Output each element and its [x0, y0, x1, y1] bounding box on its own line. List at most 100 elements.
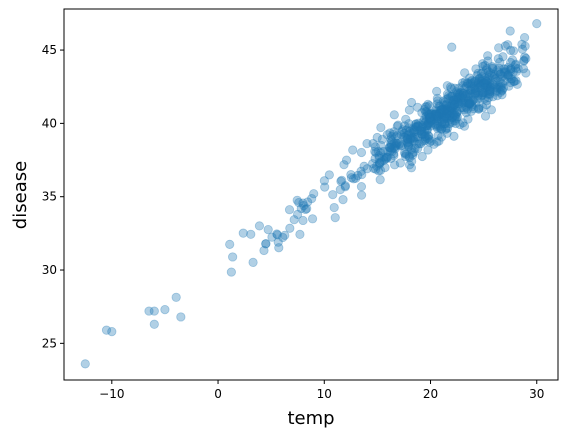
scatter-point — [424, 113, 435, 123]
scatter-point — [435, 107, 446, 118]
scatter-point — [376, 156, 386, 167]
scatter-point — [471, 64, 481, 74]
scatter-point — [384, 142, 395, 152]
scatter-point — [442, 89, 453, 99]
scatter-point — [500, 76, 510, 86]
scatter-point — [399, 132, 409, 142]
scatter-point — [399, 148, 410, 158]
scatter-point — [476, 91, 487, 101]
scatter-point — [475, 82, 485, 92]
scatter-point — [467, 95, 478, 106]
scatter-point — [457, 97, 467, 107]
scatter-point — [399, 128, 409, 138]
scatter-point — [438, 110, 448, 120]
scatter-point — [506, 57, 516, 68]
scatter-point — [482, 96, 492, 106]
scatter-point — [473, 88, 483, 98]
scatter-point — [475, 79, 485, 90]
scatter-point — [438, 96, 448, 106]
scatter-point — [392, 131, 402, 141]
scatter-point — [510, 63, 521, 73]
scatter-point — [465, 85, 475, 95]
scatter-point — [455, 119, 465, 130]
scatter-point — [171, 292, 181, 302]
scatter-point — [519, 55, 529, 66]
scatter-point — [466, 106, 476, 116]
scatter-point — [338, 195, 348, 205]
scatter-point — [483, 51, 493, 61]
scatter-point — [404, 153, 415, 163]
scatter-point — [362, 138, 372, 149]
scatter-point — [465, 79, 476, 89]
scatter-point — [507, 74, 517, 84]
scatter-point — [417, 120, 428, 131]
scatter-point — [434, 109, 444, 119]
scatter-point — [450, 103, 460, 113]
scatter-point — [459, 89, 469, 99]
scatter-point — [442, 104, 452, 114]
scatter-point — [454, 83, 464, 93]
scatter-point — [436, 105, 446, 115]
scatter-point — [479, 78, 489, 88]
scatter-point — [485, 86, 495, 96]
scatter-point — [470, 89, 480, 99]
scatter-point — [494, 43, 504, 53]
scatter-point — [300, 204, 311, 215]
scatter-point — [423, 119, 433, 129]
scatter-point — [442, 104, 452, 114]
scatter-point — [408, 133, 419, 144]
scatter-point — [519, 56, 529, 66]
scatter-point — [289, 215, 299, 225]
scatter-point — [370, 142, 380, 152]
scatter-point — [402, 134, 412, 144]
scatter-point — [417, 123, 427, 133]
scatter-point — [462, 104, 473, 114]
scatter-point — [340, 182, 350, 192]
scatter-point — [428, 109, 438, 119]
scatter-point — [299, 201, 309, 211]
scatter-point — [463, 79, 473, 89]
scatter-point — [504, 81, 514, 91]
scatter-point — [495, 69, 506, 79]
scatter-point — [423, 121, 433, 131]
scatter-point — [413, 121, 423, 131]
scatter-point — [357, 169, 367, 180]
scatter-point — [404, 160, 415, 170]
scatter-point — [320, 182, 330, 192]
scatter-point — [465, 73, 475, 83]
scatter-point — [176, 312, 186, 322]
scatter-point — [452, 107, 462, 117]
scatter-point — [467, 101, 477, 112]
scatter-point — [455, 88, 465, 98]
scatter-point — [444, 111, 454, 121]
scatter-point — [484, 89, 495, 100]
scatter-point — [402, 138, 413, 148]
scatter-point — [475, 93, 486, 103]
scatter-point — [437, 119, 447, 129]
scatter-point — [412, 102, 423, 112]
scatter-point — [398, 125, 408, 135]
scatter-point — [389, 149, 399, 159]
scatter-point — [431, 113, 442, 123]
scatter-point — [340, 181, 350, 191]
scatter-point — [449, 108, 459, 118]
scatter-point — [368, 138, 378, 149]
scatter-point — [470, 84, 480, 94]
scatter-point — [389, 110, 399, 120]
scatter-point — [417, 127, 427, 137]
scatter-point — [498, 71, 508, 81]
scatter-point — [439, 114, 449, 124]
scatter-point — [428, 114, 439, 124]
scatter-point — [446, 91, 456, 102]
scatter-point — [390, 160, 400, 170]
scatter-point — [386, 140, 396, 150]
scatter-point — [385, 142, 396, 153]
scatter-point — [413, 132, 423, 142]
scatter-point — [436, 104, 447, 114]
scatter-point — [490, 74, 500, 84]
scatter-point — [425, 121, 436, 131]
scatter-point — [329, 202, 339, 213]
x-tick-label: 0 — [214, 387, 222, 401]
scatter-point — [473, 104, 484, 114]
